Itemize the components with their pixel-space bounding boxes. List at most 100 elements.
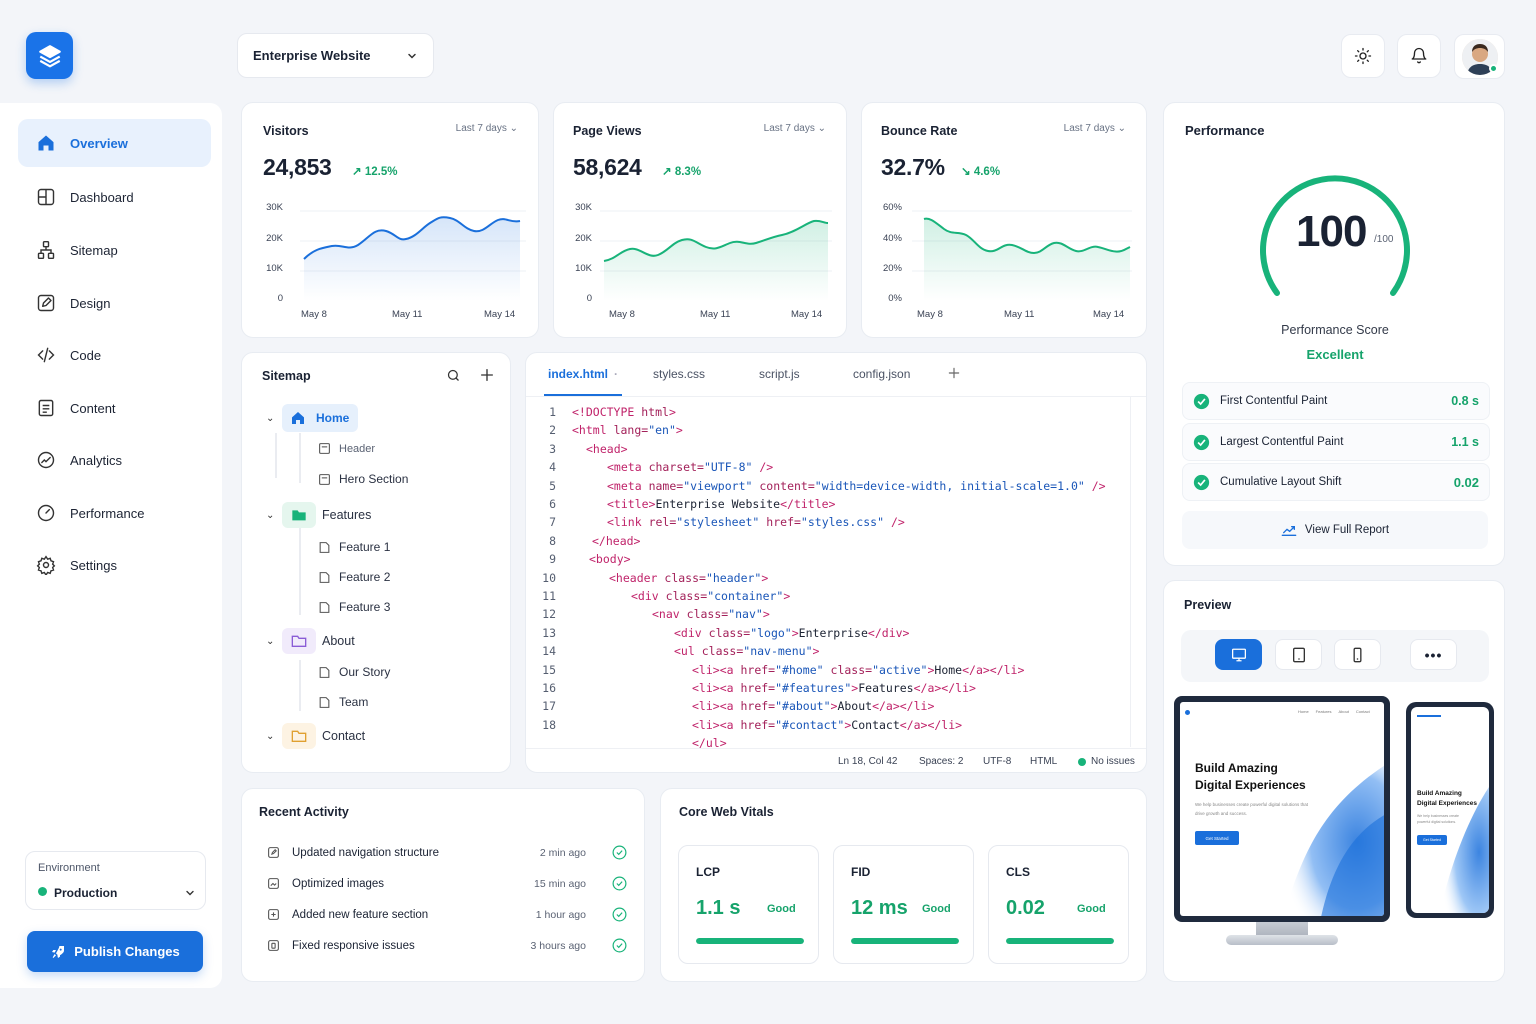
vital-status: Good [922, 903, 951, 915]
user-avatar-button[interactable] [1454, 34, 1505, 79]
metric-row-fcp: First Contentful Paint 0.8 s [1182, 382, 1490, 420]
tree-node-label: Feature 2 [339, 570, 391, 584]
sidebar-item-label: Analytics [70, 452, 123, 468]
mobile-view-button[interactable] [1334, 639, 1381, 670]
performance-gauge [1260, 175, 1410, 296]
editor-scrollbar-track[interactable] [1130, 397, 1131, 747]
tree-node-about[interactable]: ⌄ About [266, 628, 355, 654]
x-tick: May 8 [301, 309, 327, 320]
add-icon[interactable] [479, 367, 495, 383]
tree-node-feature-1[interactable]: Feature 1 [318, 540, 390, 554]
sidebar-item-settings[interactable]: Settings [18, 541, 211, 589]
sidebar-item-dashboard[interactable]: Dashboard [18, 173, 211, 221]
tree-node-label: Our Story [339, 665, 391, 679]
tree-node-features[interactable]: ⌄ Features [266, 502, 371, 528]
y-tick: 10K [266, 263, 283, 274]
dashboard-icon [34, 187, 58, 207]
sidebar-item-content[interactable]: Content [18, 384, 211, 432]
view-full-report-button[interactable]: View Full Report [1182, 511, 1488, 549]
tree-node-home[interactable]: ⌄ Home [266, 404, 364, 432]
folder-icon [282, 628, 316, 654]
check-circle-icon [1193, 434, 1210, 451]
check-circle-icon [1193, 474, 1210, 491]
page-icon [318, 571, 331, 584]
tablet-view-button[interactable] [1275, 639, 1322, 670]
activity-text: Optimized images [292, 877, 385, 890]
search-icon[interactable] [446, 368, 461, 383]
tree-node-contact[interactable]: ⌄ Contact [266, 723, 365, 749]
sidebar-item-performance[interactable]: Performance [18, 489, 211, 537]
stat-value: 58,624 [573, 154, 642, 180]
tree-node-header[interactable]: Header [318, 442, 375, 455]
project-selector[interactable]: Enterprise Website [237, 33, 434, 78]
mobile-preview[interactable]: Build Amazing Digital Experiences We hel… [1406, 702, 1494, 918]
cursor-position: Ln 18, Col 42 [838, 756, 898, 767]
activity-item[interactable]: Optimized images 15 min ago [267, 876, 627, 891]
sidebar-item-analytics[interactable]: Analytics [18, 436, 211, 484]
tab-styles-css[interactable]: styles.css [653, 367, 706, 381]
sidebar-item-code[interactable]: Code [18, 331, 211, 379]
y-tick: 60% [882, 202, 902, 213]
tab-index-html[interactable]: index.html · [548, 367, 618, 381]
tree-node-feature-2[interactable]: Feature 2 [318, 570, 390, 584]
activity-item[interactable]: Fixed responsive issues 3 hours ago [267, 938, 627, 953]
tree-node-feature-3[interactable]: Feature 3 [318, 600, 390, 614]
publish-button[interactable]: Publish Changes [27, 931, 203, 972]
activity-item[interactable]: Added new feature section 1 hour ago [267, 907, 627, 922]
vital-value: 0.02 [1006, 897, 1045, 919]
stat-delta-value: 12.5% [364, 166, 398, 178]
tree-node-label: Contact [322, 729, 366, 743]
metric-value: 1.1 s [1451, 435, 1479, 449]
desktop-preview[interactable]: Home Features About Contact Build Amazin… [1174, 696, 1390, 922]
issues-status: No issues [1091, 756, 1135, 767]
desktop-view-button[interactable] [1215, 639, 1262, 670]
tree-node-our-story[interactable]: Our Story [318, 665, 390, 679]
range-selector[interactable]: Last 7 days ⌄ [456, 123, 518, 134]
vital-progress-bar [1006, 938, 1114, 944]
range-selector[interactable]: Last 7 days ⌄ [1064, 123, 1126, 134]
sun-icon [1354, 47, 1372, 65]
stat-delta: ↘ 4.6% [961, 164, 1000, 178]
sidebar-item-label: Overview [70, 135, 128, 151]
y-tick: 20K [266, 233, 283, 244]
y-tick: 40% [882, 233, 902, 244]
range-selector[interactable]: Last 7 days ⌄ [764, 123, 826, 134]
more-options-button[interactable]: ••• [1410, 639, 1457, 670]
tree-node-hero-section[interactable]: Hero Section [318, 472, 408, 486]
indent-setting[interactable]: Spaces: 2 [919, 756, 964, 767]
app-logo[interactable] [26, 32, 73, 79]
performance-title: Performance [1185, 123, 1265, 138]
vital-status: Good [1077, 903, 1106, 915]
code-area[interactable]: 1 <!DOCTYPE html> 2 <html lang="en"> 3 <hea… [542, 405, 1106, 748]
bounce-rate-line-chart [912, 210, 1132, 301]
chevron-down-icon: ⌄ [266, 635, 275, 647]
preview-nav-item: Contact [1355, 709, 1370, 714]
gear-icon [34, 555, 58, 575]
chevron-down-icon: ⌄ [1117, 123, 1126, 134]
encoding[interactable]: UTF-8 [983, 756, 1012, 767]
y-tick: 0% [888, 293, 902, 304]
tablet-icon [1292, 647, 1306, 663]
language-mode[interactable]: HTML [1030, 756, 1058, 767]
environment-selector[interactable]: Environment Production [25, 851, 206, 910]
preview-logo [1185, 710, 1190, 715]
tab-config-json[interactable]: config.json [853, 367, 911, 381]
preview-nav-item: About [1338, 709, 1349, 714]
add-tab-icon[interactable] [947, 366, 961, 380]
sidebar-item-sitemap[interactable]: Sitemap [18, 226, 211, 274]
activity-item[interactable]: Updated navigation structure 2 min ago [267, 845, 627, 860]
preview-hero-title-line: Digital Experiences [1195, 778, 1306, 792]
close-icon[interactable]: · [614, 367, 619, 381]
y-tick: 30K [266, 202, 283, 213]
vital-lcp: LCP 1.1 s Good [678, 845, 819, 964]
theme-toggle-button[interactable] [1341, 34, 1385, 78]
check-circle-icon [612, 938, 627, 953]
tab-script-js[interactable]: script.js [759, 367, 800, 381]
stat-delta: ↗ 12.5% [352, 164, 397, 178]
preview-hero-title-line: Build Amazing [1195, 761, 1278, 775]
mobile-hero-title-line: Build Amazing [1417, 790, 1462, 797]
sidebar-item-design[interactable]: Design [18, 279, 211, 327]
tree-node-team[interactable]: Team [318, 695, 368, 709]
sidebar-item-overview[interactable]: Overview [18, 119, 211, 167]
notifications-button[interactable] [1397, 34, 1441, 78]
